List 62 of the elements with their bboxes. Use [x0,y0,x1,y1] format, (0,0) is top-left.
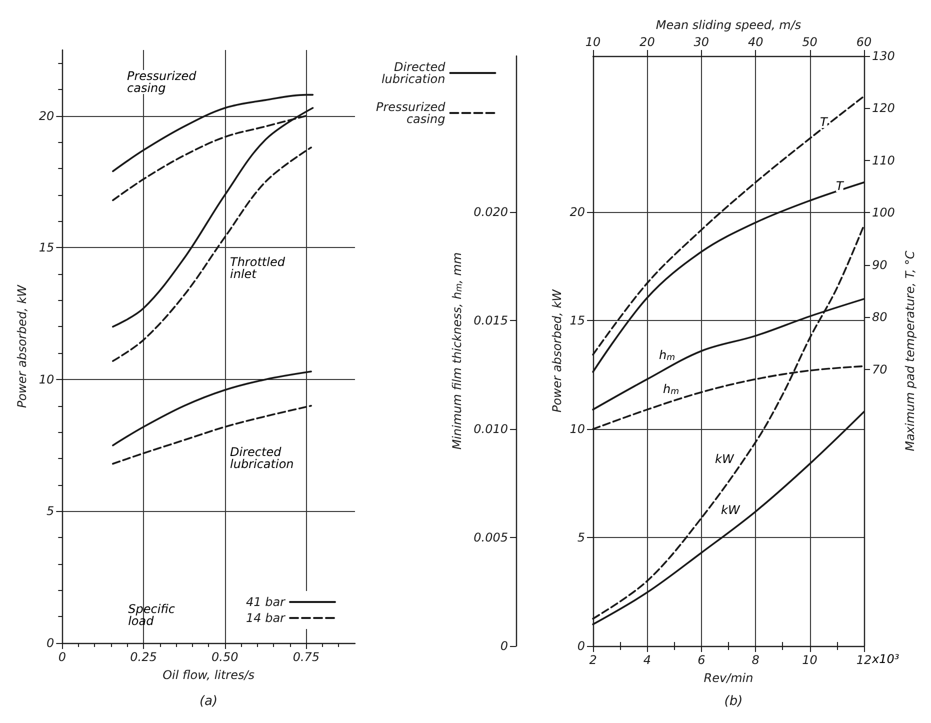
y2-tick-label: 100 [872,206,896,220]
y-axis-title: Power absorbed, kW [15,284,29,408]
y2-tick-label: 70 [872,362,888,376]
x-tick-label: 10 [802,653,818,667]
y3-tick-label: 0.020 [474,205,508,220]
x2-tick-label: 50 [802,35,818,49]
legend-label: Pressurized casing [376,100,446,126]
y-tick-label: 20 [38,108,55,123]
y3-tick-label: 0 [500,639,508,653]
y2-tick-label: 120 [872,101,896,116]
annotation: T [836,179,845,193]
x-tick-label: 0.25 [130,650,157,664]
y-tick-label: 5 [46,504,54,518]
line-series [112,370,312,446]
x-tick-label: 6 [698,653,706,667]
y-axis-title: Power absorbed, kW [550,288,564,413]
y3-axis-title: Minimum film thickness, hm, mm [450,252,464,450]
annotation: kW [721,503,741,517]
legend-label: Directed lubrication [381,60,446,86]
x-tick-label: 0 [58,650,66,664]
y3-tick-label: 0.005 [474,530,508,545]
x2-axis-title: Mean sliding speed, m/s [656,18,802,32]
y2-tick-label: 80 [872,310,888,324]
text: (a) [199,694,218,709]
x-axis-title: Oil flow, litres/s [162,668,255,682]
y-tick-label: 10 [570,422,586,436]
annotation: Directed lubrication [230,445,294,471]
y2-axis-title: Maximum pad temperature, T, °C [903,250,917,452]
y-tick-label: 0 [577,639,586,653]
x2-tick-label: 20 [640,35,656,49]
text: x10³ [871,652,900,666]
annotation: Pressurized casing [127,69,197,95]
y3-tick-label: 0.015 [474,314,508,328]
x2-tick-label: 30 [694,35,710,49]
x2-tick-label: 60 [856,35,872,49]
line-series [112,94,314,172]
annotation: T [820,115,829,129]
x-tick-label: 12 [856,653,872,667]
y-tick-label: 10 [38,372,55,386]
x2-tick-label: 40 [748,35,764,49]
y-tick-label: 15 [38,240,54,255]
y-tick-label: 5 [577,530,585,545]
x-tick-label: 0.50 [211,650,239,664]
line-series [112,107,314,328]
x-tick-label: 0.75 [292,650,320,664]
annotation: Throttled inlet [230,255,286,281]
x-tick-label: 8 [752,653,760,667]
y-tick-label: 15 [570,314,585,328]
y2-tick-label: 90 [872,258,888,272]
y2-tick-label: 110 [872,153,896,168]
x-tick-label: 4 [643,653,652,667]
x-axis-title: Rev/min [704,671,754,685]
y-tick-label: 0 [46,636,55,650]
annotation: kW [715,452,735,466]
y2-tick-label: 130 [872,49,896,63]
x-tick-label: 2 [589,653,597,667]
legend-label: 14 bar [246,611,286,625]
legend-label: 41 bar [246,595,286,609]
line-series [112,146,312,362]
y3-tick-label: 0.010 [474,422,508,436]
y-tick-label: 20 [570,205,586,220]
text: (b) [724,694,743,709]
